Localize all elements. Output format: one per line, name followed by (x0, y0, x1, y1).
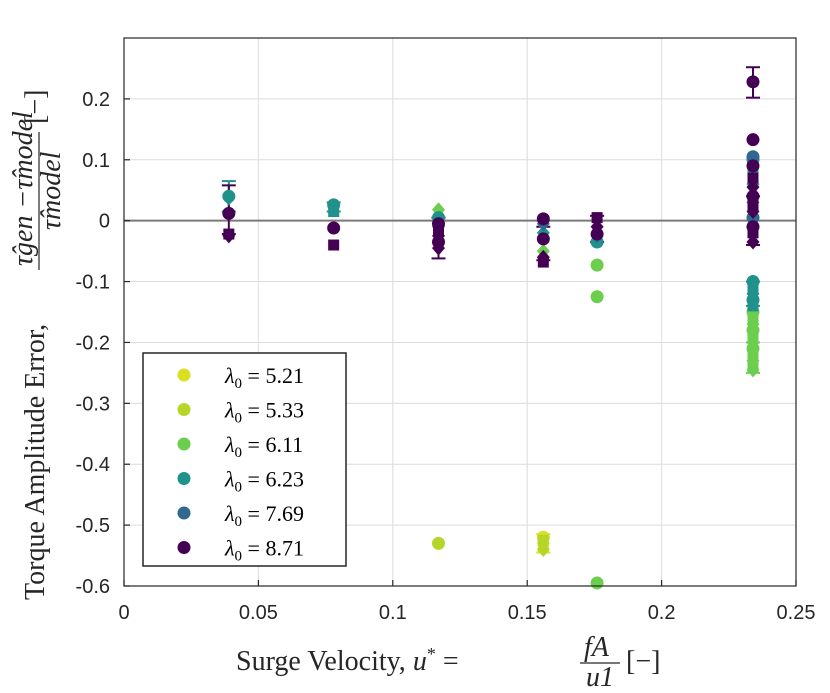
data-point (536, 541, 550, 557)
data-point (536, 212, 550, 226)
data-point (746, 204, 760, 220)
data-point (746, 75, 760, 89)
data-point (590, 219, 604, 235)
x-tick-label: 0.1 (379, 602, 407, 624)
legend-item: λ0 = 8.71 (177, 536, 304, 565)
x-label-unit: [−] (626, 646, 660, 677)
legend-label: λ0 = 6.11 (224, 432, 303, 461)
legend-marker (177, 472, 191, 485)
data-point (327, 221, 341, 235)
x-tick-label: 0.15 (508, 602, 547, 624)
data-point (747, 172, 759, 184)
legend-label: λ0 = 7.69 (224, 501, 304, 530)
data-point (590, 258, 604, 272)
data-point (590, 290, 604, 304)
data-point (746, 189, 760, 203)
legend-label: λ0 = 5.21 (224, 363, 304, 392)
data-points (222, 75, 760, 590)
legend-marker (177, 368, 191, 382)
axes-box (123, 37, 797, 587)
x-label-numerator: fA (584, 632, 610, 663)
data-point (431, 240, 445, 256)
data-point (746, 362, 760, 378)
y-label-main: Torque Amplitude Error, (20, 324, 51, 600)
x-label-denominator: u1 (586, 662, 614, 693)
data-point (746, 133, 760, 147)
x-tick-label: 0.25 (777, 602, 816, 624)
data-point (537, 534, 549, 546)
legend-item: λ0 = 6.23 (177, 467, 304, 496)
x-tick-label: 0.05 (239, 602, 278, 624)
y-label-denominator: τ̂model (36, 151, 67, 230)
legend-marker (177, 403, 191, 416)
y-axis-label: Torque Amplitude Error, τ̂gen −τ̂model τ… (8, 90, 67, 600)
y-tick-label: -0.1 (76, 272, 110, 294)
legend-item: λ0 = 6.11 (177, 432, 303, 461)
data-point (746, 234, 760, 250)
series-5-33 (431, 534, 550, 557)
data-point (746, 150, 760, 164)
legend-item: λ0 = 5.21 (177, 363, 304, 392)
y-tick-label: -0.3 (76, 393, 110, 415)
y-label-unit: [−] (20, 90, 51, 124)
data-point (591, 212, 603, 224)
data-point (222, 190, 236, 206)
y-tick-label: 0 (99, 211, 110, 233)
y-tick-label: 0.2 (82, 89, 110, 111)
legend-marker (177, 506, 191, 520)
data-point (746, 159, 760, 173)
data-point (222, 228, 236, 244)
legend-box (142, 352, 347, 567)
data-point (431, 536, 445, 550)
y-label-numerator: τ̂gen −τ̂model (8, 111, 39, 266)
y-tick-label: -0.4 (76, 454, 110, 476)
data-point (747, 300, 759, 312)
legend-item: λ0 = 5.33 (177, 398, 304, 427)
x-tick-label: 0.2 (648, 602, 676, 624)
legend-label: λ0 = 6.23 (224, 467, 304, 496)
legend-marker (177, 541, 191, 554)
data-point (222, 206, 236, 220)
y-tick-label: 0.1 (82, 150, 110, 172)
legend-label: λ0 = 8.71 (224, 536, 304, 565)
y-tick-label: -0.6 (76, 576, 110, 598)
legend: λ0 = 5.21 λ0 = 5.33 λ0 = 6.11 λ0 = 6.23 λ0 =… (142, 352, 347, 567)
y-tick-label: -0.2 (76, 332, 110, 354)
legend-label: λ0 = 5.33 (224, 398, 304, 427)
data-point (536, 232, 550, 246)
data-point (590, 576, 604, 590)
y-tick-label: -0.5 (76, 515, 110, 537)
x-axis-label: Surge Velocity, u* = (236, 644, 459, 677)
series-6-11 (431, 202, 760, 590)
x-tick-label: 0 (118, 602, 129, 624)
data-point (537, 256, 549, 268)
ticks: 0 0.05 0.1 0.15 0.2 0.25 -0.6 -0.5 -0.4 -0.3 -0.2 -… (76, 89, 816, 624)
legend-item: λ0 = 7.69 (177, 501, 304, 530)
data-point (747, 227, 759, 239)
data-point (328, 239, 340, 251)
series-6-23 (222, 153, 760, 312)
legend-marker (177, 437, 191, 451)
series-8-71 (222, 75, 760, 268)
data-point (328, 206, 340, 218)
